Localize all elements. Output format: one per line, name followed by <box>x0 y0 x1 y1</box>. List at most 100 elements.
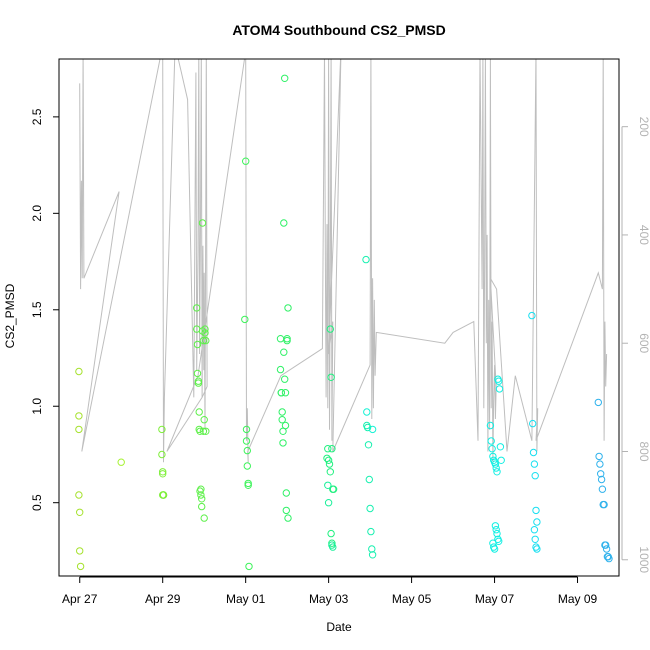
data-point <box>329 543 337 551</box>
data-point <box>531 472 539 480</box>
data-point <box>76 562 85 571</box>
x-tick-label: Apr 29 <box>145 592 181 606</box>
data-point <box>277 389 285 397</box>
data-point <box>532 506 540 515</box>
data-point <box>326 468 334 476</box>
data-point <box>366 504 374 513</box>
plot-area <box>75 59 613 571</box>
data-point <box>158 450 166 459</box>
data-point <box>530 460 539 468</box>
data-point <box>159 468 167 476</box>
data-point <box>493 529 501 538</box>
data-point <box>202 427 210 435</box>
data-point <box>362 255 370 264</box>
data-point <box>199 336 208 345</box>
data-point <box>364 441 373 449</box>
data-point <box>196 427 204 435</box>
axes: 0.5 1.0 1.5 2.0 2.5 200 400 600 800 1000 Apr 27 Apr… <box>30 58 650 606</box>
data-point <box>194 379 203 387</box>
data-point <box>600 500 608 509</box>
data-point <box>193 304 201 312</box>
data-point <box>197 485 205 493</box>
data-point <box>368 551 377 559</box>
data-point <box>242 425 251 434</box>
data-point <box>495 377 503 385</box>
data-point <box>276 365 285 374</box>
data-point <box>281 389 290 397</box>
data-point <box>497 456 505 464</box>
data-point <box>488 445 496 453</box>
data-point <box>605 554 613 563</box>
x-axis-label: Date <box>326 620 352 634</box>
data-point <box>324 456 333 464</box>
data-point <box>195 408 203 416</box>
data-point <box>328 539 336 547</box>
data-point <box>486 421 495 430</box>
data-point <box>326 325 334 333</box>
data-point <box>530 526 539 534</box>
data-point <box>598 485 607 493</box>
x-tick-label: May 07 <box>475 592 515 606</box>
x-tick-label: May 03 <box>309 592 349 606</box>
data-point <box>531 535 539 543</box>
data-point <box>283 336 291 345</box>
data-point <box>596 460 604 468</box>
data-point <box>242 437 251 445</box>
data-point <box>75 425 83 434</box>
data-point <box>602 545 611 553</box>
data-point <box>328 445 336 453</box>
data-point <box>281 421 290 430</box>
data-point <box>243 446 252 455</box>
data-point <box>197 491 205 499</box>
data-point <box>244 479 252 488</box>
data-point <box>327 529 335 538</box>
x-tick-label: Apr 27 <box>62 592 98 606</box>
data-point <box>193 369 202 378</box>
data-point <box>363 408 371 416</box>
chart-title: ATOM4 Southbound CS2_PMSD <box>232 22 445 38</box>
data-point <box>279 439 287 447</box>
data-point <box>159 491 168 499</box>
y2-tick-label: 400 <box>637 225 650 245</box>
data-point <box>117 458 125 466</box>
data-point <box>200 416 208 424</box>
data-point <box>194 377 203 385</box>
x-tick-label: May 01 <box>226 592 266 606</box>
data-point <box>75 412 83 420</box>
data-point <box>281 375 289 383</box>
data-point <box>491 460 500 468</box>
data-point <box>595 452 603 461</box>
data-point <box>533 518 541 526</box>
data-point <box>282 489 290 497</box>
data-point <box>324 445 332 453</box>
data-point <box>325 460 334 468</box>
data-point <box>490 545 499 553</box>
data-point <box>198 502 206 511</box>
data-point <box>242 157 250 165</box>
y-tick-label: 0.5 <box>30 494 44 511</box>
data-point <box>602 541 610 549</box>
data-point <box>597 475 606 484</box>
data-point <box>284 514 292 522</box>
data-point <box>329 485 338 493</box>
data-point <box>241 315 249 324</box>
y2-tick-label: 200 <box>637 117 650 137</box>
data-point <box>365 475 373 484</box>
data-point <box>193 340 202 349</box>
data-point <box>533 545 541 553</box>
data-point <box>363 423 372 432</box>
data-point <box>202 336 210 345</box>
data-point <box>324 499 333 507</box>
data-point <box>283 335 291 343</box>
data-point <box>368 545 376 553</box>
data-point <box>76 508 84 516</box>
y2-tick-label: 800 <box>637 441 650 461</box>
y-axis-label: CS2_PMSD <box>3 283 17 348</box>
x-tick-label: May 05 <box>392 592 432 606</box>
data-point <box>278 408 286 416</box>
data-point <box>367 527 375 536</box>
data-point <box>280 348 288 356</box>
data-point <box>198 219 207 227</box>
data-point <box>200 514 208 522</box>
data-point <box>284 304 292 312</box>
